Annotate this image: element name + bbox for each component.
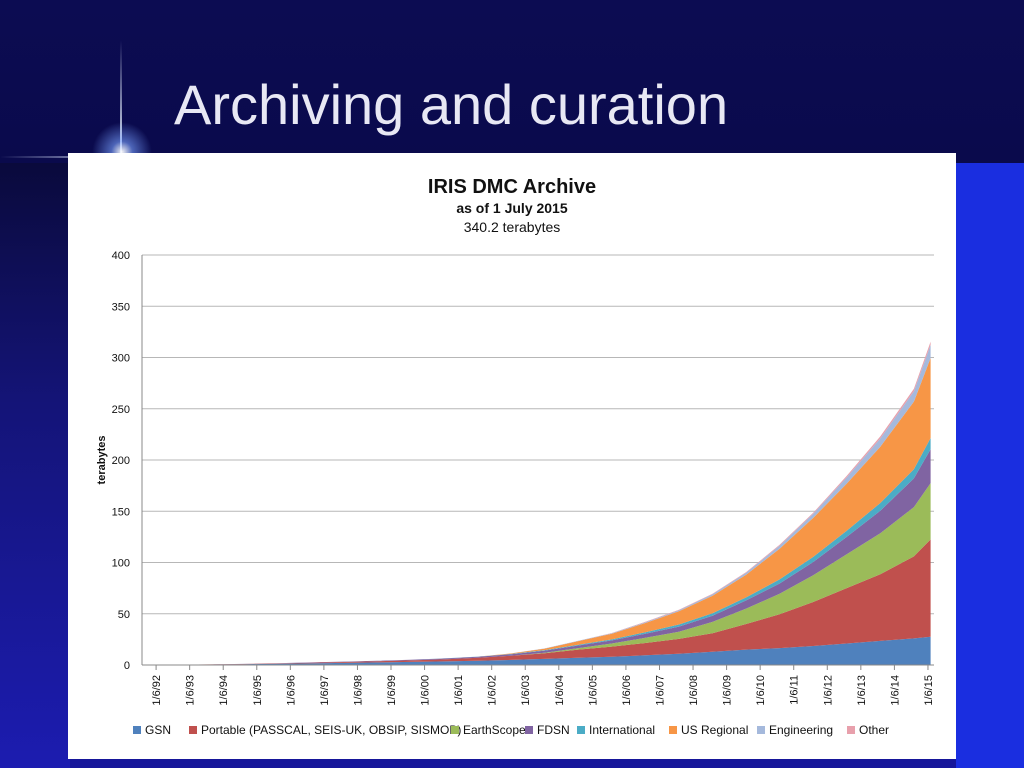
area-series-3: [142, 449, 931, 665]
x-tick-label: 1/6/09: [722, 675, 734, 706]
x-tick-label: 1/6/96: [285, 675, 297, 706]
chart-subtitle: as of 1 July 2015: [456, 200, 568, 216]
x-tick-label: 1/6/07: [655, 675, 667, 706]
legend-label: Portable (PASSCAL, SEIS-UK, OBSIP, SISMO…: [201, 723, 461, 737]
legend-label: FDSN: [537, 723, 570, 737]
y-tick-label: 200: [112, 455, 130, 467]
x-tick-label: 1/6/15: [923, 675, 935, 706]
legend-label: Other: [859, 723, 889, 737]
legend-swatch: [577, 726, 585, 734]
y-axis-label: terabytes: [96, 436, 108, 485]
x-tick-label: 1/6/92: [151, 675, 163, 706]
y-tick-label: 350: [112, 301, 130, 313]
y-tick-label: 250: [112, 404, 130, 416]
x-tick-label: 1/6/11: [789, 675, 801, 705]
x-tick-label: 1/6/95: [252, 675, 264, 706]
x-tick-label: 1/6/98: [353, 675, 365, 706]
x-tick-label: 1/6/13: [856, 675, 868, 706]
y-tick-label: 150: [112, 506, 130, 518]
slide-left-background: [0, 163, 70, 768]
x-tick-label: 1/6/00: [420, 675, 432, 706]
x-tick-label: 1/6/02: [487, 675, 499, 706]
chart-title: IRIS DMC Archive: [428, 176, 596, 198]
x-tick-label: 1/6/06: [621, 675, 633, 706]
legend-label: EarthScope: [463, 723, 526, 737]
slide-right-background: [956, 163, 1024, 768]
x-tick-label: 1/6/01: [453, 675, 465, 706]
x-tick-label: 1/6/14: [889, 675, 901, 706]
area-series-0: [142, 636, 931, 665]
area-series-2: [142, 483, 931, 665]
legend-label: GSN: [145, 723, 171, 737]
x-tick-label: 1/6/99: [386, 675, 398, 706]
y-tick-label: 100: [112, 558, 130, 570]
x-tick-label: 1/6/04: [554, 675, 566, 706]
chart-frame: IRIS DMC Archive as of 1 July 2015 340.2…: [68, 153, 956, 759]
x-tick-label: 1/6/08: [688, 675, 700, 706]
y-tick-label: 50: [118, 609, 130, 621]
legend-swatch: [189, 726, 197, 734]
legend-label: International: [589, 723, 655, 737]
area-series-1: [142, 539, 931, 665]
legend-label: Engineering: [769, 723, 833, 737]
x-tick-label: 1/6/03: [520, 675, 532, 706]
area-layer: [142, 341, 931, 665]
x-tick-label: 1/6/93: [185, 675, 197, 706]
legend-swatch: [669, 726, 677, 734]
legend-label: US Regional: [681, 723, 748, 737]
y-tick-label: 300: [112, 353, 130, 365]
x-tick-label: 1/6/97: [319, 675, 331, 706]
chart-subtitle-total: 340.2 terabytes: [464, 219, 561, 235]
legend-swatch: [847, 726, 855, 734]
slide-title: Archiving and curation: [174, 73, 729, 136]
y-tick-label: 0: [124, 660, 130, 672]
legend-swatch: [133, 726, 141, 734]
legend-swatch: [451, 726, 459, 734]
legend-swatch: [525, 726, 533, 734]
x-tick-label: 1/6/05: [587, 675, 599, 706]
y-tick-label: 400: [112, 250, 130, 262]
legend-swatch: [757, 726, 765, 734]
slide-header-background: [0, 0, 1024, 163]
area-series-5: [142, 358, 931, 665]
x-tick-label: 1/6/10: [755, 675, 767, 706]
x-tick-label: 1/6/12: [822, 675, 834, 706]
legend: GSN Portable (PASSCAL, SEIS-UK, OBSIP, SI…: [133, 723, 889, 737]
x-tick-label: 1/6/94: [218, 675, 230, 706]
chart: IRIS DMC Archive as of 1 July 2015 340.2…: [96, 176, 935, 737]
axis-layer: 0 50 100 150 200 250 300 350 400 1/6/92 1/6/93 1/6/…: [112, 250, 935, 706]
